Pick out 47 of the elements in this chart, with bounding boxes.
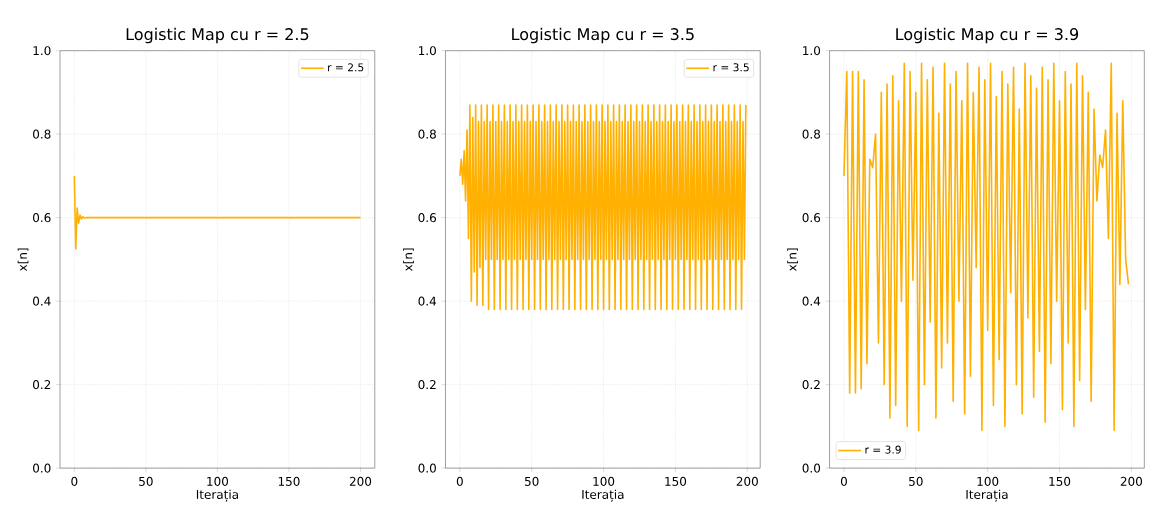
x-tick-label: 150 bbox=[665, 476, 687, 486]
y-tick-label: 0.0 bbox=[418, 463, 436, 473]
y-tick-label: 0.6 bbox=[802, 212, 821, 222]
x-tick-label: 200 bbox=[1120, 476, 1143, 486]
line-series bbox=[843, 62, 1130, 432]
x-tick-label: 0 bbox=[840, 476, 847, 486]
x-tick-label: 200 bbox=[736, 476, 758, 486]
y-tick-label: 1.0 bbox=[418, 45, 436, 55]
x-tick-label: 150 bbox=[1049, 476, 1071, 486]
y-axis-title: x[n] bbox=[17, 248, 29, 271]
x-tick-label: 50 bbox=[139, 476, 153, 486]
y-tick-label: 0.8 bbox=[802, 129, 821, 139]
y-tick-label: 0.8 bbox=[418, 129, 436, 139]
chart-title: Logistic Map cu r = 3.5 bbox=[512, 27, 694, 44]
x-tick-label: 100 bbox=[593, 476, 615, 486]
y-tick-label: 0.2 bbox=[418, 379, 436, 389]
y-tick-label: 0.6 bbox=[418, 212, 436, 222]
y-tick-label: 0.4 bbox=[802, 296, 821, 306]
x-tick-label: 100 bbox=[207, 476, 229, 486]
x-tick-label: 150 bbox=[278, 476, 300, 486]
legend-label: r = 3.5 bbox=[713, 63, 749, 72]
x-axis-title: Iterația bbox=[196, 489, 238, 502]
y-tick-label: 0.8 bbox=[33, 129, 51, 139]
chart-title: Logistic Map cu r = 3.9 bbox=[896, 27, 1079, 44]
line-series bbox=[459, 103, 747, 311]
legend-label: r = 3.9 bbox=[865, 445, 901, 454]
y-tick-label: 0.2 bbox=[802, 379, 820, 389]
y-tick-label: 0.2 bbox=[33, 379, 51, 389]
y-axis-title: x[n] bbox=[787, 248, 798, 271]
legend-label: r = 2.5 bbox=[328, 63, 364, 72]
x-tick-label: 50 bbox=[524, 476, 539, 486]
y-tick-label: 0.4 bbox=[418, 296, 437, 306]
y-tick-label: 1.0 bbox=[803, 45, 821, 55]
y-tick-label: 0.0 bbox=[33, 463, 51, 473]
y-tick-label: 0.6 bbox=[33, 212, 51, 222]
x-tick-label: 100 bbox=[977, 476, 999, 486]
y-axis-title: x[n] bbox=[403, 248, 414, 271]
x-axis-title: Iterația bbox=[582, 489, 624, 502]
x-tick-label: 0 bbox=[456, 476, 463, 486]
x-tick-label: 200 bbox=[349, 476, 372, 486]
y-tick-label: 0.0 bbox=[802, 463, 821, 473]
x-tick-label: 0 bbox=[71, 476, 78, 486]
chart-title: Logistic Map cu r = 2.5 bbox=[126, 27, 309, 44]
y-tick-label: 1.0 bbox=[33, 45, 51, 55]
y-tick-label: 0.4 bbox=[33, 296, 51, 306]
x-tick-label: 50 bbox=[909, 476, 923, 486]
x-axis-title: Iterația bbox=[966, 489, 1008, 502]
